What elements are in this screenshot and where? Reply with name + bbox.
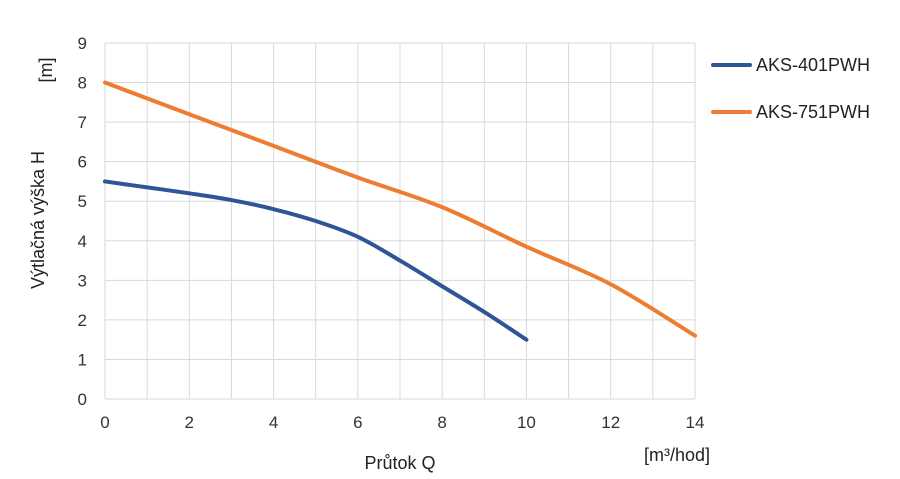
x-tick-label: 10 xyxy=(517,413,536,432)
y-tick-label: 3 xyxy=(78,271,87,290)
x-tick-label: 4 xyxy=(269,413,278,432)
y-tick-label: 1 xyxy=(78,350,87,369)
legend-label: AKS-401PWH xyxy=(756,55,870,75)
y-tick-label: 0 xyxy=(78,390,87,409)
legend-item-aks-401pwh: AKS-401PWH xyxy=(711,55,870,75)
y-tick-label: 6 xyxy=(78,153,87,172)
y-tick-label: 5 xyxy=(78,192,87,211)
x-axis-title: Průtok Q xyxy=(364,453,435,473)
x-tick-label: 2 xyxy=(185,413,194,432)
y-tick-label: 4 xyxy=(78,232,87,251)
gridlines xyxy=(104,42,696,400)
series-lines xyxy=(103,80,697,342)
legend: AKS-401PWH AKS-751PWH xyxy=(711,55,870,122)
y-tick-label: 8 xyxy=(78,74,87,93)
y-axis-unit: [m] xyxy=(36,58,56,83)
y-tick-label: 9 xyxy=(78,34,87,53)
x-tick-labels: 0 2 4 6 8 10 12 14 xyxy=(100,413,704,432)
y-tick-label: 7 xyxy=(78,113,87,132)
series-line-aks-751pwh xyxy=(103,80,697,338)
x-tick-label: 12 xyxy=(601,413,620,432)
legend-label: AKS-751PWH xyxy=(756,102,870,122)
x-axis-unit: [m³/hod] xyxy=(644,445,710,465)
y-tick-labels: 0 1 2 3 4 5 6 7 8 9 xyxy=(78,34,87,409)
x-tick-label: 8 xyxy=(437,413,446,432)
legend-item-aks-751pwh: AKS-751PWH xyxy=(711,102,870,122)
y-tick-label: 2 xyxy=(78,311,87,330)
y-axis-title: Výtlačná výška H xyxy=(28,151,48,289)
x-tick-label: 6 xyxy=(353,413,362,432)
series-line-aks-401pwh xyxy=(103,179,529,342)
x-tick-label: 14 xyxy=(686,413,705,432)
x-tick-label: 0 xyxy=(100,413,109,432)
